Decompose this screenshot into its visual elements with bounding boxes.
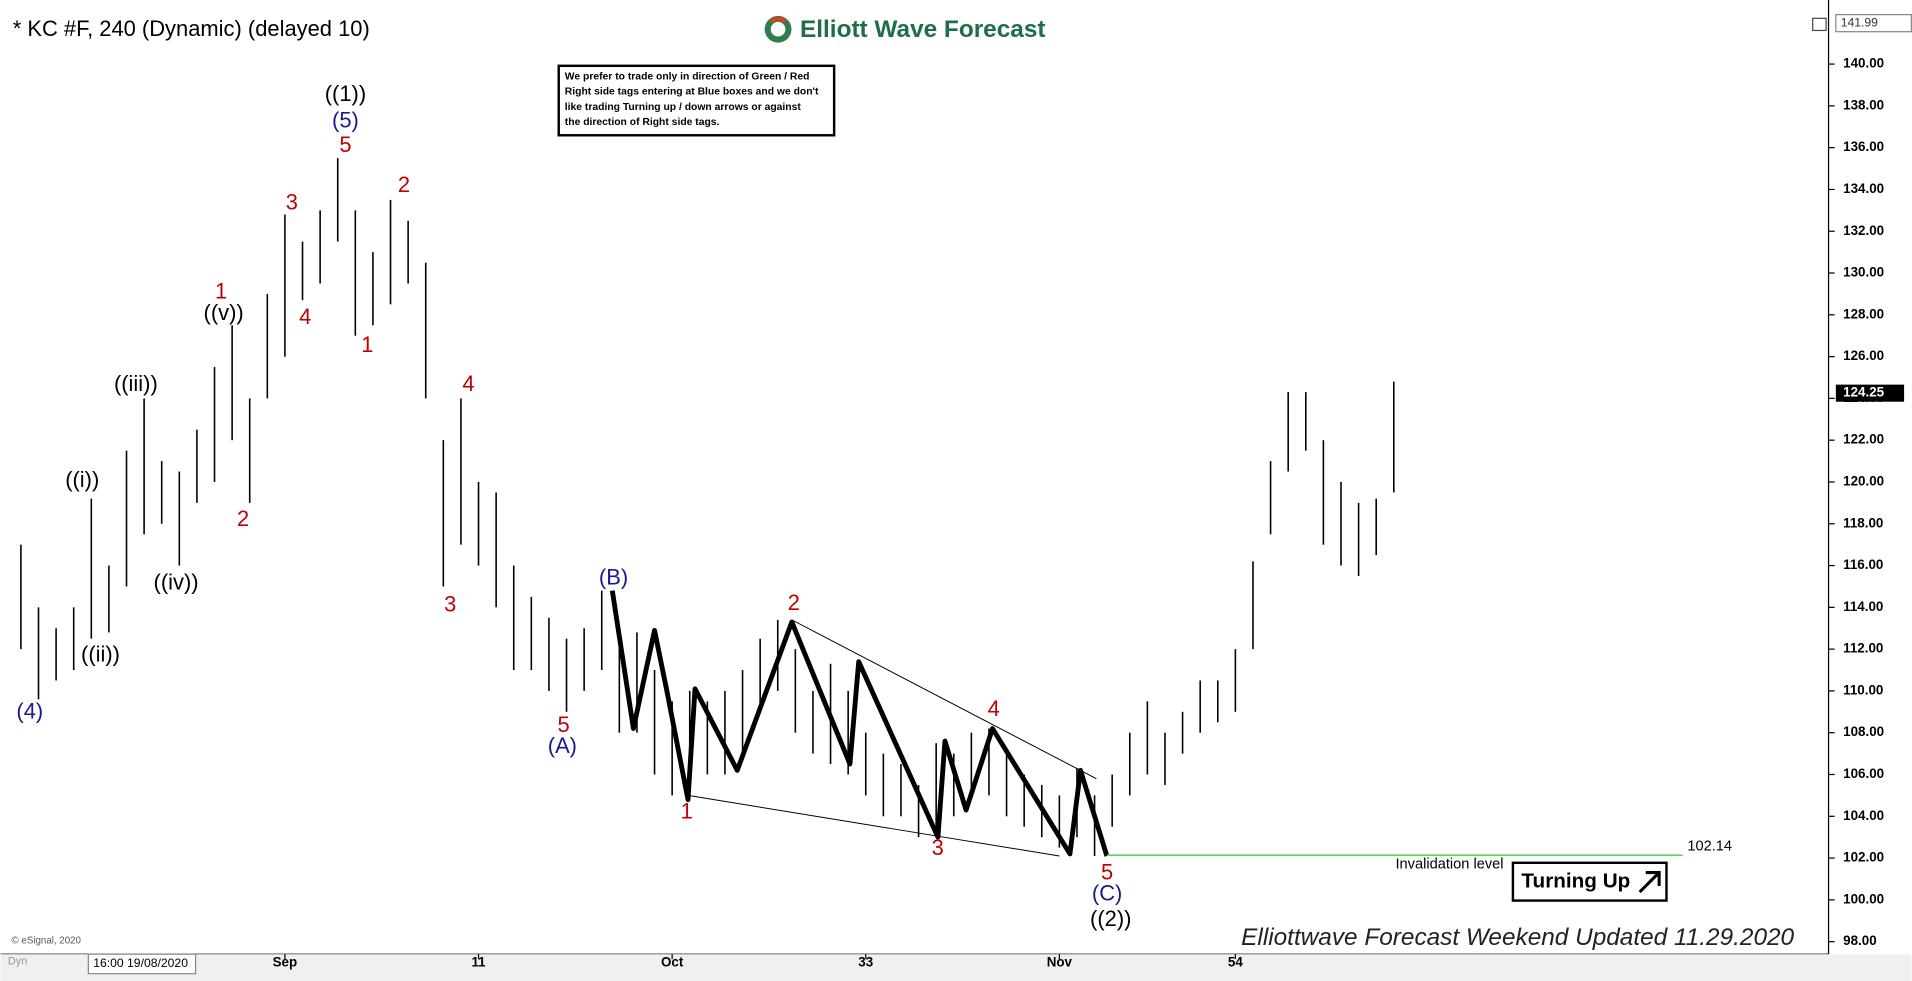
last-price: 124.25 [1843,385,1885,400]
note-line: Right side tags entering at Blue boxes a… [565,87,819,98]
note-line: the direction of Right side tags. [565,117,720,128]
wave-label: 5 [1101,860,1113,885]
top-price: 141.99 [1841,15,1878,29]
badge-arrow [1638,871,1661,894]
wave-label: 1 [361,332,373,357]
wave-label: 2 [237,506,249,531]
trend-line [791,619,1097,780]
note-box [557,64,836,137]
y-tick-label: 138.00 [1843,97,1884,112]
y-tick-label: 98.00 [1843,933,1877,948]
y-tick-label: 134.00 [1843,181,1884,196]
y-tick-label: 118.00 [1843,515,1883,530]
logo-text: Elliott Wave Forecast [800,16,1045,43]
y-tick-label: 126.00 [1843,348,1884,363]
logo: Elliott Wave Forecast [764,15,1045,43]
wave-label: 1 [215,278,227,303]
x-tick-label: 33 [858,954,873,969]
x-tick-label: Nov [1047,954,1073,969]
badge-box [1511,861,1668,902]
wave-label: ((v)) [204,300,244,325]
note-line: We prefer to trade only in direction of … [565,72,810,83]
y-tick-label: 100.00 [1843,891,1884,906]
wave-label: 4 [988,696,1000,721]
y-tick-label: 128.00 [1843,306,1884,321]
y-tick-label: 122.00 [1843,432,1884,447]
x-tick-label: Oct [661,954,684,969]
start-label: 16:00 19/08/2020 [93,956,188,970]
wave-label: 3 [286,189,298,214]
trend-line [687,794,1060,857]
wave-label: ((i)) [65,467,99,492]
logo-icon [770,21,786,37]
y-tick-label: 112.00 [1843,641,1883,656]
copyright: © eSignal, 2020 [12,935,82,946]
wave-line [609,590,1110,857]
y-tick-label: 120.00 [1843,474,1884,489]
note-line: like trading Turning up / down arrows or… [565,102,802,113]
y-tick-label: 136.00 [1843,139,1884,154]
wave-label: 2 [788,590,800,615]
x-tick-label: Sep [273,954,298,969]
wave-label: 4 [299,304,311,329]
x-axis-strip [0,954,1912,981]
last-price-box [1835,384,1905,402]
window-icon [1812,17,1827,32]
y-tick-label: 110.00 [1843,682,1883,697]
corner-label: Dyn [8,955,27,967]
wave-label: (A) [548,733,577,758]
x-tick-label: 54 [1228,954,1243,969]
wave-label: ((iv)) [154,570,199,595]
wave-label: 2 [398,172,410,197]
wave-label: (C) [1092,880,1122,905]
wave-label: (5) [332,108,359,133]
y-tick-label: 114.00 [1843,599,1883,614]
y-tick-label: 130.00 [1843,265,1884,280]
wave-label: (B) [599,565,628,590]
wave-label: 1 [681,799,693,824]
badge-text: Turning Up [1521,870,1630,893]
wave-label: ((1)) [325,81,366,106]
y-tick-label: 140.00 [1843,56,1884,71]
top-price-box [1835,14,1912,33]
wave-label: 5 [339,132,351,157]
footer: Elliottwave Forecast Weekend Updated 11.… [1241,924,1794,951]
chart-title: * KC #F, 240 (Dynamic) (delayed 10) [13,16,370,41]
x-tick-label: 11 [471,954,486,969]
wave-label: (4) [16,699,43,724]
y-tick-label: 102.00 [1843,850,1884,865]
invalidation-text: Invalidation level [1396,857,1504,873]
wave-label: 3 [444,591,456,616]
start-label-box [87,953,197,975]
wave-label: 4 [462,371,474,396]
y-tick-label: 106.00 [1843,766,1884,781]
y-tick-label: 104.00 [1843,808,1884,823]
logo-icon [769,16,787,24]
wave-label: ((2)) [1090,906,1131,931]
y-tick-label: 132.00 [1843,223,1884,238]
wave-label: ((ii)) [81,641,120,666]
wave-label: 5 [557,712,569,737]
y-tick-label: 116.00 [1843,557,1883,572]
wave-label: 3 [932,835,944,860]
y-tick-label: 108.00 [1843,724,1884,739]
note: We prefer to trade only in direction of … [565,72,819,129]
invalidation-value: 102.14 [1687,838,1732,854]
wave-label: ((iii)) [114,371,158,396]
